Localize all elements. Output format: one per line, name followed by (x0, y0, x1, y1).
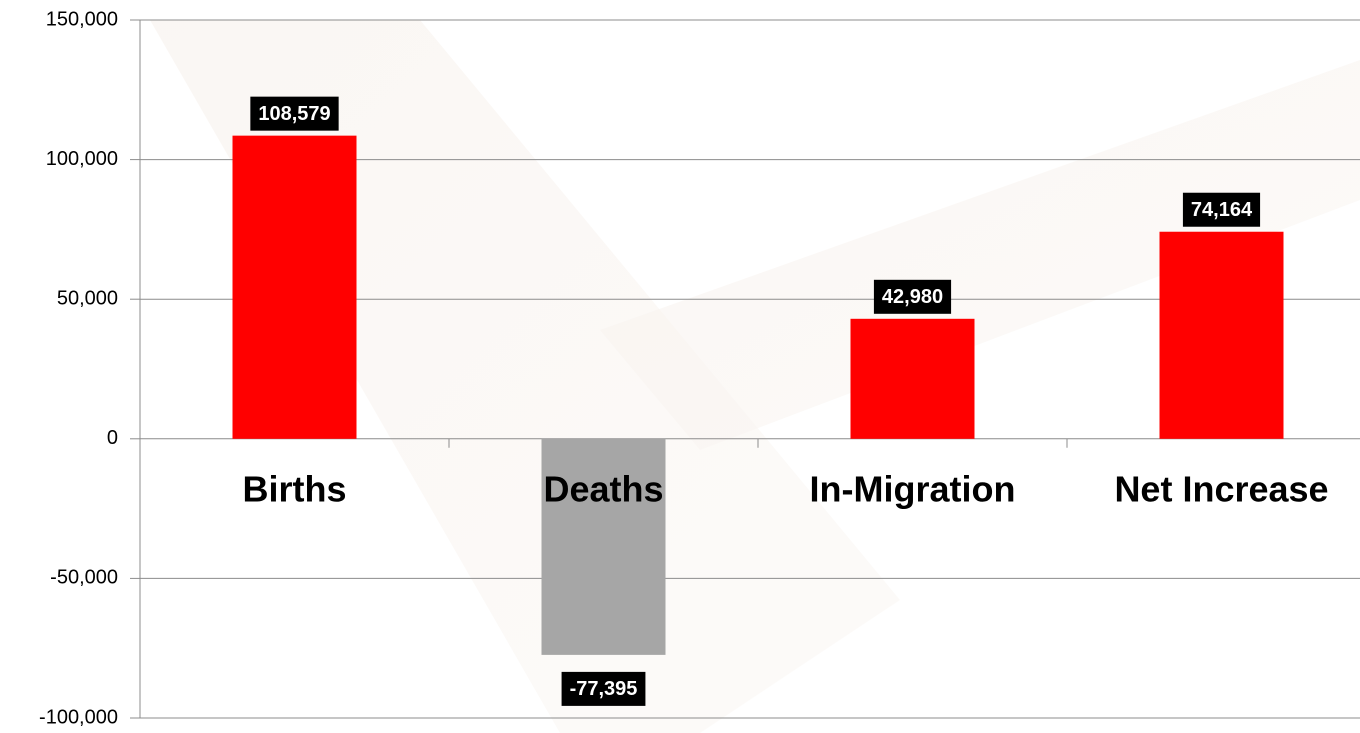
watermark (600, 60, 1360, 450)
bar (850, 318, 975, 439)
y-tick-label: -50,000 (50, 567, 118, 589)
value-label-box (873, 279, 952, 314)
value-label-box (561, 671, 646, 706)
y-tick-label: 100,000 (46, 148, 118, 170)
value-label: 74,164 (1191, 199, 1253, 221)
value-label: 42,980 (882, 286, 943, 308)
x-tick-label: In-Migration (810, 469, 1016, 510)
y-tick-label: 0 (107, 427, 118, 449)
bar (1159, 231, 1284, 439)
bar (541, 438, 666, 655)
value-label-box (250, 96, 339, 131)
x-tick-label: Births (242, 469, 346, 510)
bar (232, 135, 357, 439)
value-label-box (1182, 192, 1261, 227)
value-label: 108,579 (258, 103, 330, 125)
x-tick-label: Deaths (543, 469, 663, 510)
value-label: -77,395 (570, 678, 638, 700)
y-tick-label: -100,000 (39, 706, 118, 728)
y-tick-label: 50,000 (57, 287, 118, 309)
y-tick-label: 150,000 (46, 8, 118, 30)
x-tick-label: Net Increase (1114, 469, 1328, 510)
